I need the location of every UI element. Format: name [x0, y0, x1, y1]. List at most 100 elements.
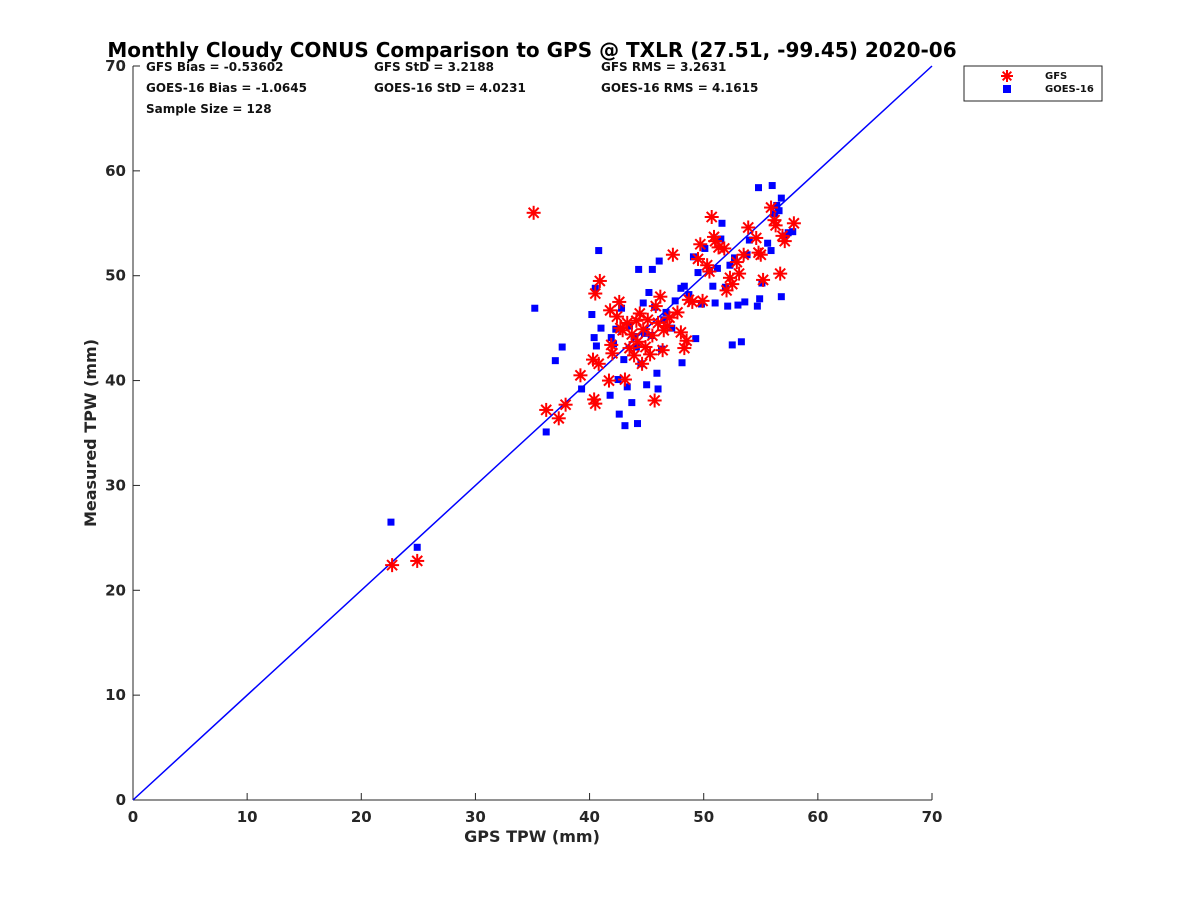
goes16-point: [784, 229, 792, 237]
goes16-point: [758, 279, 766, 287]
goes16-point: [711, 299, 719, 307]
x-tick-label: 70: [922, 808, 943, 826]
goes16-point: [678, 359, 686, 367]
goes16-point: [671, 297, 679, 305]
gfs-point: [558, 397, 573, 412]
stat-gfs-bias: GFS Bias = -0.53602: [146, 60, 283, 74]
y-tick-label: 10: [105, 686, 126, 704]
goes16-point: [612, 325, 620, 333]
goes16-point: [731, 254, 739, 262]
goes16-point: [764, 239, 772, 247]
gfs-point: [630, 334, 645, 349]
axes: [132, 66, 932, 801]
series-gfs: [385, 200, 801, 573]
gfs-point: [764, 200, 779, 215]
gfs-point: [786, 216, 801, 231]
goes16-point: [741, 298, 749, 306]
goes16-point: [620, 356, 628, 364]
y-tick-label: 30: [105, 476, 126, 494]
goes16-point: [387, 518, 395, 526]
gfs-point: [588, 286, 603, 301]
gfs-point: [660, 319, 675, 334]
goes16-point: [558, 343, 566, 351]
stat-sample-size: Sample Size = 128: [146, 102, 272, 116]
gfs-point: [643, 347, 658, 362]
goes16-point: [668, 324, 676, 332]
goes16-point: [789, 228, 797, 236]
goes16-point: [607, 334, 615, 342]
y-axis-label: Measured TPW (mm): [81, 339, 100, 527]
goes16-point: [621, 422, 629, 430]
gfs-point: [673, 325, 688, 340]
legend-goes16-marker: [1003, 85, 1011, 93]
chart-title: Monthly Cloudy CONUS Comparison to GPS @…: [107, 38, 956, 62]
goes16-point: [655, 257, 663, 265]
goes16-point: [635, 265, 643, 273]
goes16-point: [648, 265, 656, 273]
gfs-point: [753, 247, 768, 262]
stat-goes-rms: GOES-16 RMS = 4.1615: [601, 81, 758, 95]
gfs-point: [622, 341, 637, 356]
goes16-point: [689, 253, 697, 261]
gfs-point: [653, 289, 668, 304]
gfs-point: [662, 310, 677, 325]
goes16-point: [721, 283, 729, 291]
y-tick-label: 70: [105, 57, 126, 75]
gfs-point: [588, 396, 603, 411]
stat-goes-std: GOES-16 StD = 4.0231: [374, 81, 526, 95]
y-tick-label: 40: [105, 372, 126, 390]
goes16-point: [777, 194, 785, 202]
goes16-point: [578, 385, 586, 393]
goes16-point: [597, 324, 605, 332]
goes16-point: [768, 182, 776, 190]
gfs-point: [704, 209, 719, 224]
y-tick-label: 20: [105, 581, 126, 599]
goes16-point: [643, 381, 651, 389]
gfs-point: [632, 306, 647, 321]
gfs-point: [601, 373, 616, 388]
legend: GFS GOES-16: [963, 65, 1103, 102]
stat-goes-bias: GOES-16 Bias = -1.0645: [146, 81, 307, 95]
goes16-point: [777, 293, 785, 301]
gfs-point: [638, 340, 653, 355]
goes16-point: [590, 334, 598, 342]
legend-goes16-label: GOES-16: [1045, 84, 1094, 95]
gfs-point: [640, 312, 655, 327]
goes16-point: [737, 338, 745, 346]
goes16-point: [662, 308, 670, 316]
gfs-point: [592, 273, 607, 288]
gfs-point: [749, 230, 764, 245]
gfs-point: [756, 272, 771, 287]
goes16-point: [718, 219, 726, 227]
goes16-point: [767, 247, 775, 255]
goes16-point: [745, 236, 753, 244]
goes16-point: [634, 420, 642, 428]
goes16-point: [654, 385, 662, 393]
gfs-point: [702, 264, 717, 279]
gfs-point: [539, 402, 554, 417]
goes16-point: [588, 311, 596, 319]
goes16-point: [726, 261, 734, 269]
gfs-point: [526, 205, 541, 220]
legend-gfs-asterisk: [1001, 70, 1013, 82]
x-ticks: 0 10 20 30 40 50 60 70: [128, 793, 943, 826]
gfs-point: [665, 247, 680, 262]
goes16-point: [734, 301, 742, 309]
stat-gfs-std: GFS StD = 3.2188: [374, 60, 494, 74]
plot-area: [132, 65, 933, 801]
goes16-point: [753, 302, 761, 310]
goes16-point: [618, 304, 626, 312]
goes16-point: [692, 335, 700, 343]
y-tick-label: 50: [105, 267, 126, 285]
goes16-point: [640, 329, 648, 337]
x-tick-label: 40: [579, 808, 600, 826]
x-axis-label: GPS TPW (mm): [464, 827, 600, 846]
goes16-point: [413, 543, 421, 551]
goes16-point: [697, 300, 705, 308]
goes16-point: [728, 341, 736, 349]
gfs-point: [679, 333, 694, 348]
gfs-point: [551, 411, 566, 426]
goes16-point: [775, 207, 783, 215]
goes16-point: [632, 343, 640, 351]
gfs-point: [647, 393, 662, 408]
